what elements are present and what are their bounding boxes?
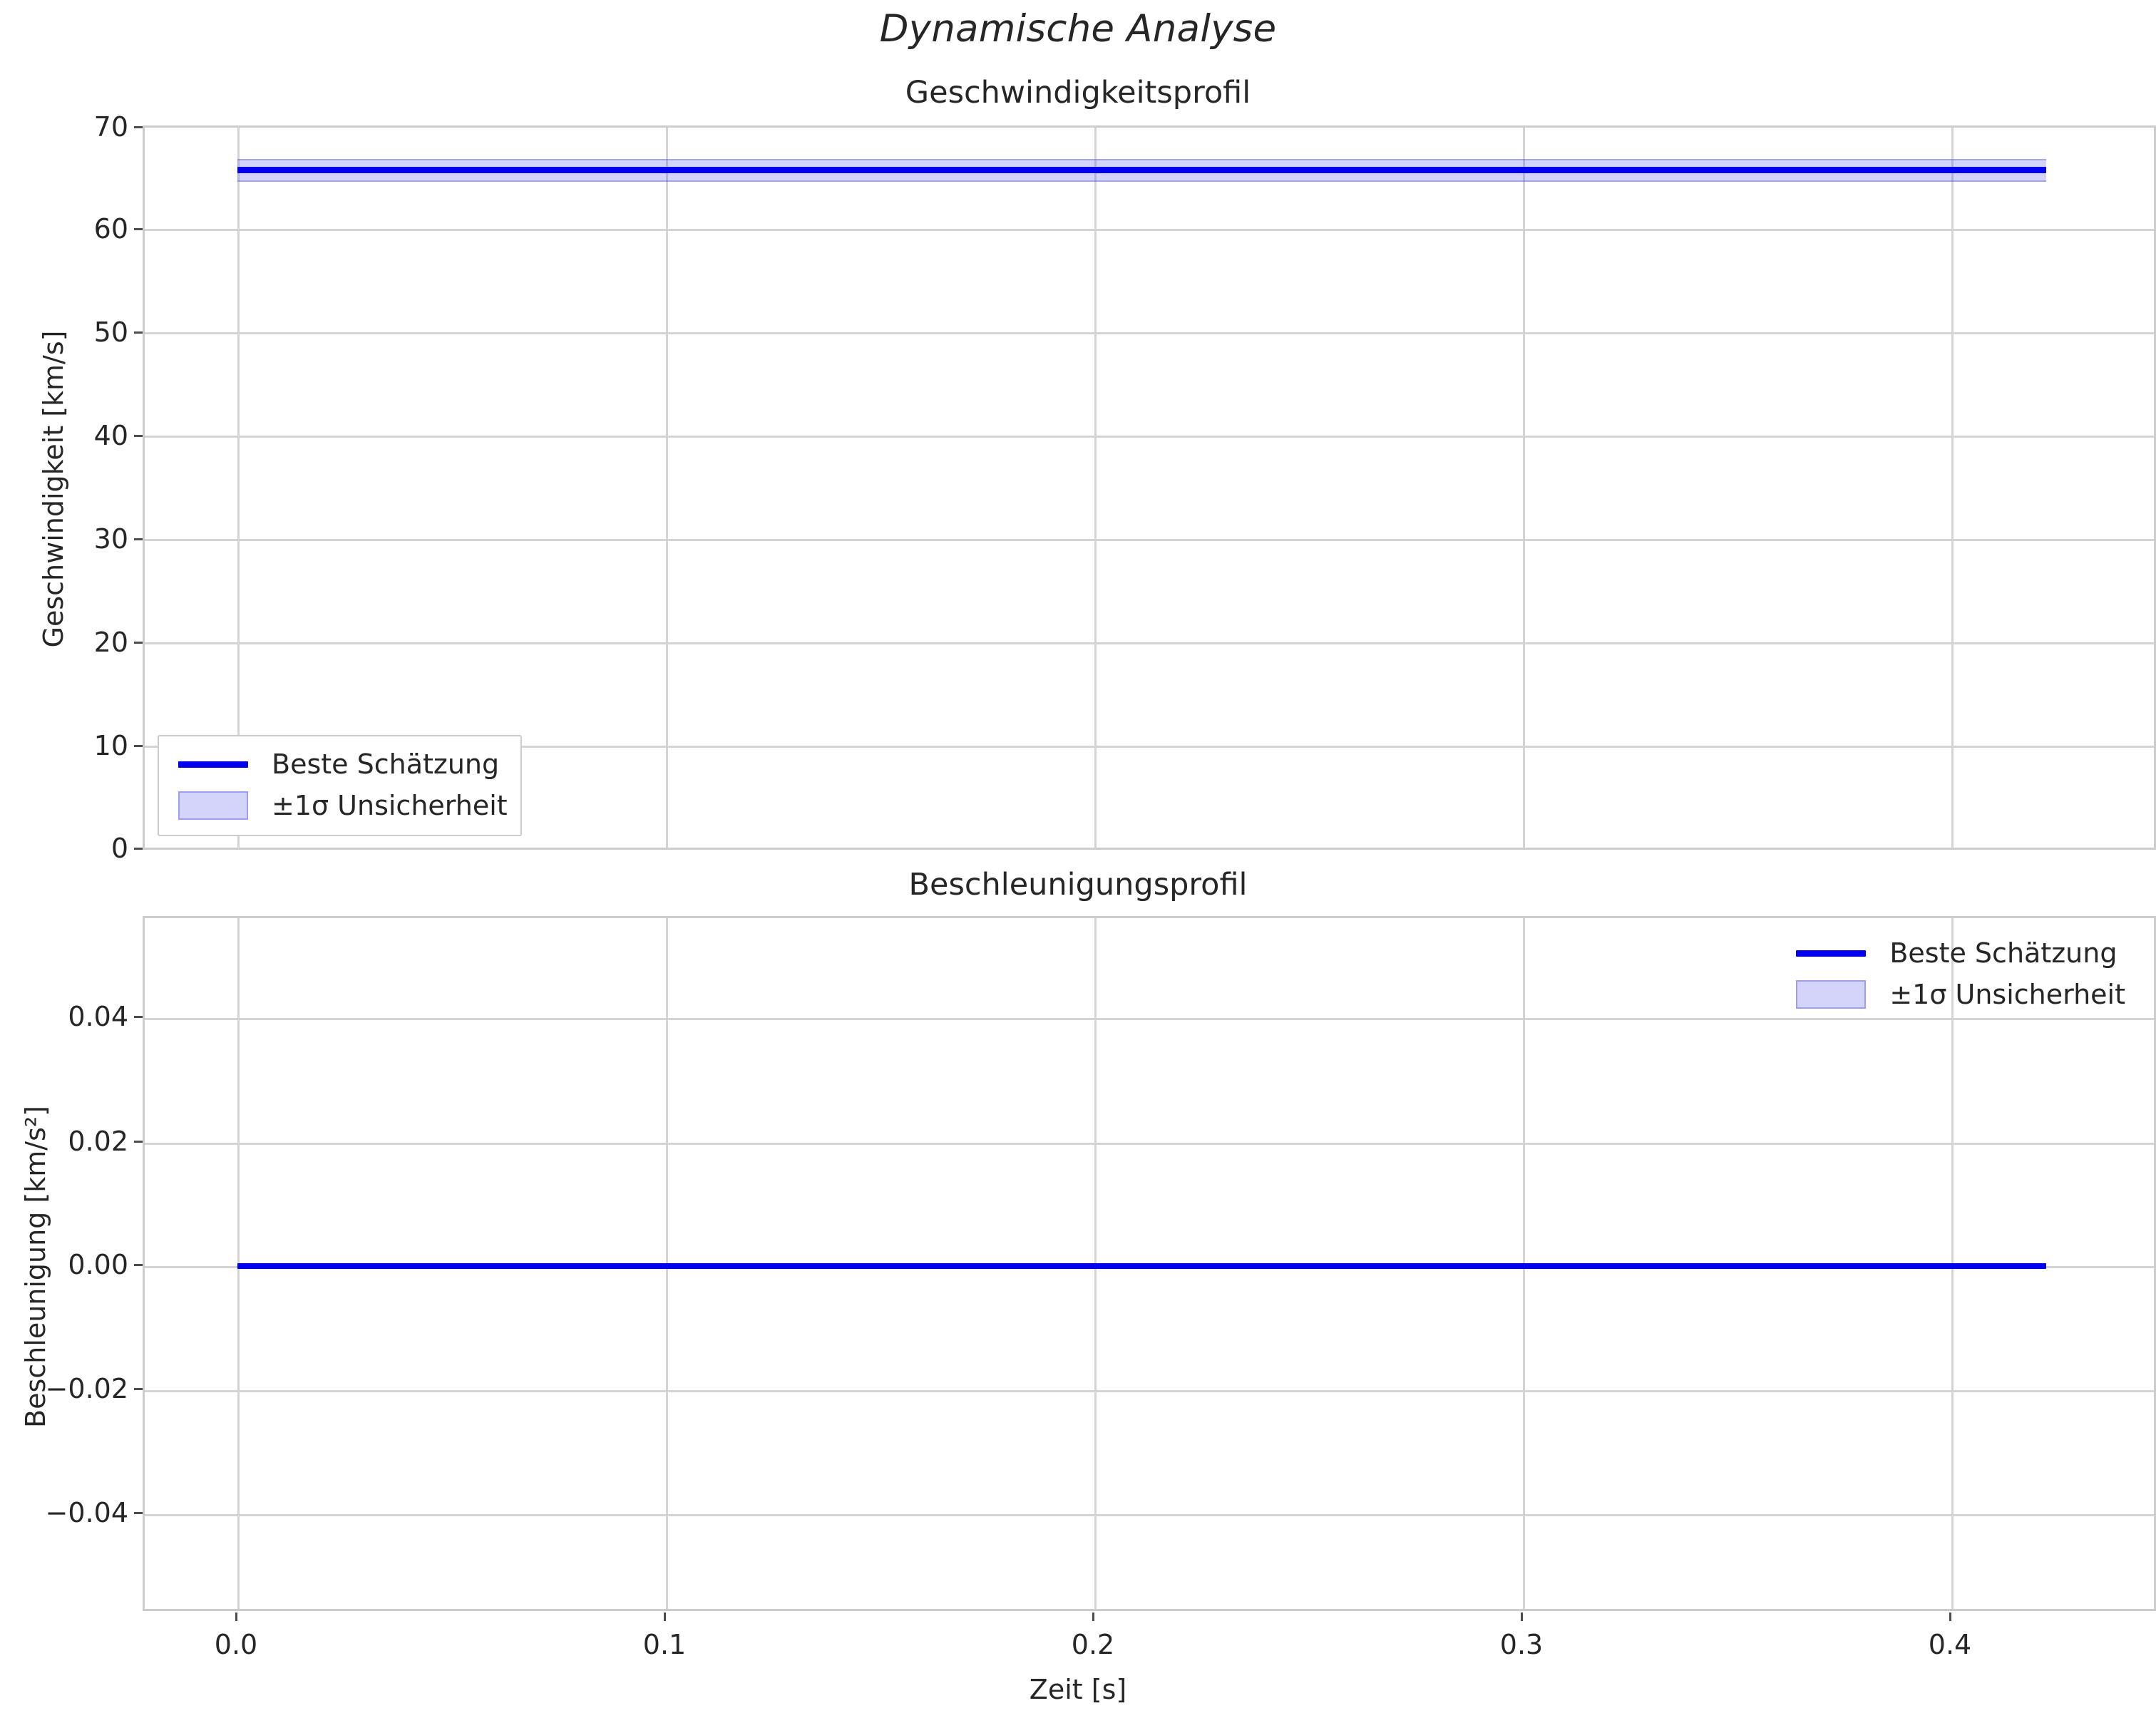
ax1-plot-area: Beste Schätzung ±1σ Unsicherheit	[145, 128, 2154, 848]
figure-suptitle: Dynamische Analyse	[879, 7, 1277, 51]
legend-band-key-icon	[170, 791, 256, 820]
ax1-legend-row-band: ±1σ Unsicherheit	[170, 785, 508, 826]
ax1-gridline-v-0.1	[666, 128, 668, 848]
ax2-tickmark-x-0.0	[235, 1613, 237, 1621]
ax1-legend-row-line: Beste Schätzung	[170, 744, 508, 785]
ax2-ytick--0.02: −0.02	[45, 1373, 128, 1404]
ax2-tickmark-y--0.04	[134, 1512, 143, 1514]
subplot-1-axes: Beste Schätzung ±1σ Unsicherheit	[143, 125, 2156, 850]
ax1-gridline-v-0.4	[1951, 128, 1954, 848]
ax2-ytick-0.00: 0.00	[68, 1249, 128, 1280]
ax2-legend-row-band: ±1σ Unsicherheit	[1788, 974, 2125, 1015]
ax1-gridline-v-0.2	[1094, 128, 1097, 848]
ax2-plot-area: Beste Schätzung ±1σ Unsicherheit	[145, 918, 2154, 1609]
ax2-legend-label-line: Beste Schätzung	[1889, 937, 2118, 969]
ax1-ytick-10: 10	[93, 730, 128, 761]
ax2-xtick-0.1: 0.1	[642, 1629, 687, 1660]
ax1-tickmark-y-10	[134, 745, 143, 747]
ax2-legend[interactable]: Beste Schätzung ±1σ Unsicherheit	[1777, 925, 2138, 1024]
ax2-ytick--0.04: −0.04	[45, 1497, 128, 1528]
ax1-gridline-v-0.3	[1523, 128, 1525, 848]
ax1-gridline-h-50	[145, 332, 2154, 334]
legend-band-key-icon	[1788, 980, 1874, 1009]
ax1-tickmark-y-70	[134, 126, 143, 128]
ax2-tickmark-x-0.4	[1949, 1613, 1951, 1621]
ax2-ytick-0.02: 0.02	[68, 1126, 128, 1157]
ax2-tickmark-y--0.02	[134, 1388, 143, 1390]
ax2-tickmark-x-0.1	[664, 1613, 666, 1621]
ax2-legend-row-line: Beste Schätzung	[1788, 932, 2125, 974]
ax1-legend-label-band: ±1σ Unsicherheit	[272, 790, 508, 821]
legend-line-key-icon	[170, 761, 256, 768]
ax1-tickmark-y-40	[134, 435, 143, 437]
ax2-xtick-0.4: 0.4	[1928, 1629, 1972, 1660]
subplot-2-axes: Beste Schätzung ±1σ Unsicherheit	[143, 916, 2156, 1611]
subplot-2-title: Beschleunigungsprofil	[908, 867, 1248, 902]
ax2-best-estimate-line	[237, 1263, 2046, 1269]
ax1-tickmark-y-0	[134, 848, 143, 850]
ax1-tickmark-y-30	[134, 538, 143, 540]
ax1-ytick-20: 20	[93, 627, 128, 658]
ax2-tickmark-y-0.00	[134, 1264, 143, 1266]
ax1-tickmark-y-50	[134, 331, 143, 334]
ax2-ylabel: Beschleunigung [km/s²]	[20, 1106, 51, 1428]
ax2-tickmark-x-0.2	[1092, 1613, 1094, 1621]
ax2-tickmark-y-0.02	[134, 1141, 143, 1143]
ax1-best-estimate-line	[237, 167, 2046, 173]
ax1-gridline-h-20	[145, 642, 2154, 644]
ax1-gridline-h-40	[145, 436, 2154, 438]
ax1-ylabel: Geschwindigkeit [km/s]	[38, 330, 69, 648]
ax2-xtick-0.2: 0.2	[1071, 1629, 1115, 1660]
ax1-ytick-50: 50	[93, 317, 128, 348]
ax2-gridline-h-0.04	[145, 1018, 2154, 1020]
ax1-tickmark-y-60	[134, 228, 143, 230]
ax2-gridline-h-0.02	[145, 1143, 2154, 1145]
ax1-ytick-0: 0	[111, 833, 128, 864]
legend-line-key-icon	[1788, 950, 1874, 957]
ax2-legend-label-band: ±1σ Unsicherheit	[1889, 979, 2125, 1010]
subplot-1-title: Geschwindigkeitsprofil	[905, 75, 1251, 110]
ax1-ytick-40: 40	[93, 420, 128, 451]
ax2-xlabel: Zeit [s]	[1029, 1674, 1127, 1705]
ax2-xtick-0.3: 0.3	[1499, 1629, 1544, 1660]
ax1-ytick-30: 30	[93, 523, 128, 555]
ax1-gridline-h-60	[145, 229, 2154, 231]
ax2-xtick-0.0: 0.0	[214, 1629, 258, 1660]
ax1-gridline-v-0.0	[237, 128, 240, 848]
ax1-tickmark-y-20	[134, 642, 143, 644]
ax1-gridline-h-30	[145, 539, 2154, 541]
ax2-ytick-0.04: 0.04	[68, 1001, 128, 1032]
ax2-gridline-h--0.04	[145, 1514, 2154, 1516]
ax1-ytick-70: 70	[93, 111, 128, 143]
ax1-gridline-h-10	[145, 746, 2154, 748]
ax2-tickmark-x-0.3	[1521, 1613, 1523, 1621]
ax2-tickmark-y-0.04	[134, 1016, 143, 1018]
ax2-gridline-h--0.02	[145, 1390, 2154, 1392]
ax1-ytick-60: 60	[93, 213, 128, 245]
ax1-legend-label-line: Beste Schätzung	[272, 749, 500, 780]
ax1-legend[interactable]: Beste Schätzung ±1σ Unsicherheit	[158, 735, 522, 836]
